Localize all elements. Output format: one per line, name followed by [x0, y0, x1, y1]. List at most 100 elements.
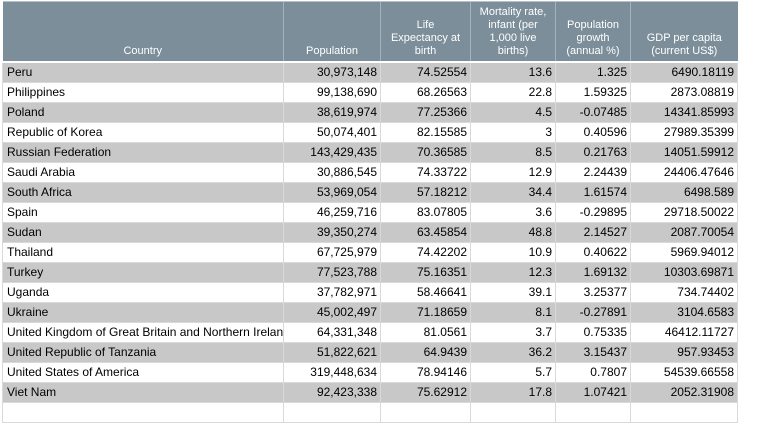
cell-life-expectancy[interactable]: 81.0561: [380, 322, 471, 343]
cell-population-growth[interactable]: 2.14527: [555, 222, 631, 243]
cell-gdp-per-capita[interactable]: 5969.94012: [630, 242, 738, 263]
cell-population-growth[interactable]: -0.07485: [555, 102, 631, 123]
column-header-country[interactable]: Country: [2, 1, 284, 63]
cell-life-expectancy[interactable]: 75.16351: [380, 262, 471, 283]
cell-population[interactable]: 99,138,690: [283, 82, 381, 103]
cell-mortality-rate[interactable]: 8.1: [470, 302, 556, 323]
cell-mortality-rate[interactable]: 39.1: [470, 282, 556, 303]
cell-mortality-rate[interactable]: 13.6: [470, 61, 556, 83]
cell-mortality-rate[interactable]: 10.9: [470, 242, 556, 263]
cell-country[interactable]: United Republic of Tanzania: [2, 342, 284, 363]
cell-gdp-per-capita[interactable]: 29718.50022: [630, 202, 738, 223]
cell-population[interactable]: 37,782,971: [283, 282, 381, 303]
cell-country[interactable]: United Kingdom of Great Britain and Nort…: [2, 322, 284, 343]
cell-life-expectancy[interactable]: 63.45854: [380, 222, 471, 243]
cell-population-growth[interactable]: 1.325: [555, 61, 631, 83]
empty-cell[interactable]: [470, 402, 556, 423]
cell-mortality-rate[interactable]: 17.8: [470, 382, 556, 403]
cell-gdp-per-capita[interactable]: 734.74402: [630, 282, 738, 303]
column-header-gdp-per-capita[interactable]: GDP per capita (current US$): [630, 1, 738, 63]
cell-life-expectancy[interactable]: 71.18659: [380, 302, 471, 323]
cell-life-expectancy[interactable]: 74.33722: [380, 162, 471, 183]
cell-population-growth[interactable]: 0.7807: [555, 362, 631, 383]
cell-population[interactable]: 53,969,054: [283, 182, 381, 203]
cell-population[interactable]: 46,259,716: [283, 202, 381, 223]
column-header-mortality-rate[interactable]: Mortality rate, infant (per 1,000 live b…: [470, 1, 556, 63]
cell-gdp-per-capita[interactable]: 46412.11727: [630, 322, 738, 343]
column-header-population[interactable]: Population: [283, 1, 381, 63]
cell-country[interactable]: South Africa: [2, 182, 284, 203]
cell-gdp-per-capita[interactable]: 957.93453: [630, 342, 738, 363]
cell-gdp-per-capita[interactable]: 54539.66558: [630, 362, 738, 383]
cell-country[interactable]: Peru: [2, 61, 284, 83]
cell-population-growth[interactable]: 1.07421: [555, 382, 631, 403]
cell-population[interactable]: 50,074,401: [283, 122, 381, 143]
cell-life-expectancy[interactable]: 57.18212: [380, 182, 471, 203]
cell-life-expectancy[interactable]: 83.07805: [380, 202, 471, 223]
cell-gdp-per-capita[interactable]: 2087.70054: [630, 222, 738, 243]
cell-gdp-per-capita[interactable]: 14341.85993: [630, 102, 738, 123]
cell-population-growth[interactable]: 3.25377: [555, 282, 631, 303]
cell-life-expectancy[interactable]: 74.42202: [380, 242, 471, 263]
cell-country[interactable]: United States of America: [2, 362, 284, 383]
cell-country[interactable]: Republic of Korea: [2, 122, 284, 143]
column-header-population-growth[interactable]: Population growth (annual %): [555, 1, 631, 63]
cell-gdp-per-capita[interactable]: 6498.589: [630, 182, 738, 203]
cell-population-growth[interactable]: -0.29895: [555, 202, 631, 223]
cell-country[interactable]: Russian Federation: [2, 142, 284, 163]
empty-cell[interactable]: [283, 402, 381, 423]
cell-population-growth[interactable]: 1.59325: [555, 82, 631, 103]
cell-mortality-rate[interactable]: 5.7: [470, 362, 556, 383]
cell-population-growth[interactable]: 1.69132: [555, 262, 631, 283]
cell-population-growth[interactable]: 1.61574: [555, 182, 631, 203]
cell-population[interactable]: 67,725,979: [283, 242, 381, 263]
cell-life-expectancy[interactable]: 64.9439: [380, 342, 471, 363]
cell-mortality-rate[interactable]: 34.4: [470, 182, 556, 203]
cell-country[interactable]: Saudi Arabia: [2, 162, 284, 183]
cell-country[interactable]: Poland: [2, 102, 284, 123]
cell-population[interactable]: 39,350,274: [283, 222, 381, 243]
cell-population-growth[interactable]: 3.15437: [555, 342, 631, 363]
cell-mortality-rate[interactable]: 22.8: [470, 82, 556, 103]
cell-life-expectancy[interactable]: 78.94146: [380, 362, 471, 383]
cell-population[interactable]: 38,619,974: [283, 102, 381, 123]
cell-life-expectancy[interactable]: 58.46641: [380, 282, 471, 303]
cell-country[interactable]: Viet Nam: [2, 382, 284, 403]
cell-gdp-per-capita[interactable]: 10303.69871: [630, 262, 738, 283]
cell-population[interactable]: 92,423,338: [283, 382, 381, 403]
cell-population-growth[interactable]: 2.24439: [555, 162, 631, 183]
empty-cell[interactable]: [630, 402, 738, 423]
cell-population[interactable]: 319,448,634: [283, 362, 381, 383]
cell-country[interactable]: Spain: [2, 202, 284, 223]
cell-mortality-rate[interactable]: 48.8: [470, 222, 556, 243]
cell-life-expectancy[interactable]: 74.52554: [380, 61, 471, 83]
cell-life-expectancy[interactable]: 68.26563: [380, 82, 471, 103]
cell-mortality-rate[interactable]: 3.7: [470, 322, 556, 343]
cell-life-expectancy[interactable]: 82.15585: [380, 122, 471, 143]
cell-mortality-rate[interactable]: 4.5: [470, 102, 556, 123]
cell-gdp-per-capita[interactable]: 2873.08819: [630, 82, 738, 103]
cell-population[interactable]: 64,331,348: [283, 322, 381, 343]
cell-population-growth[interactable]: 0.40622: [555, 242, 631, 263]
cell-life-expectancy[interactable]: 75.62912: [380, 382, 471, 403]
cell-mortality-rate[interactable]: 8.5: [470, 142, 556, 163]
cell-population[interactable]: 51,822,621: [283, 342, 381, 363]
cell-country[interactable]: Thailand: [2, 242, 284, 263]
cell-population-growth[interactable]: 0.40596: [555, 122, 631, 143]
cell-mortality-rate[interactable]: 12.3: [470, 262, 556, 283]
cell-gdp-per-capita[interactable]: 3104.6583: [630, 302, 738, 323]
empty-cell[interactable]: [2, 402, 284, 423]
cell-population[interactable]: 77,523,788: [283, 262, 381, 283]
cell-life-expectancy[interactable]: 70.36585: [380, 142, 471, 163]
cell-population[interactable]: 45,002,497: [283, 302, 381, 323]
cell-country[interactable]: Ukraine: [2, 302, 284, 323]
cell-population-growth[interactable]: -0.27891: [555, 302, 631, 323]
empty-cell[interactable]: [555, 402, 631, 423]
column-header-life-expectancy[interactable]: Life Expectancy at birth: [380, 1, 471, 63]
cell-mortality-rate[interactable]: 36.2: [470, 342, 556, 363]
cell-life-expectancy[interactable]: 77.25366: [380, 102, 471, 123]
cell-population-growth[interactable]: 0.21763: [555, 142, 631, 163]
cell-gdp-per-capita[interactable]: 2052.31908: [630, 382, 738, 403]
cell-mortality-rate[interactable]: 3.6: [470, 202, 556, 223]
cell-population[interactable]: 30,973,148: [283, 61, 381, 83]
